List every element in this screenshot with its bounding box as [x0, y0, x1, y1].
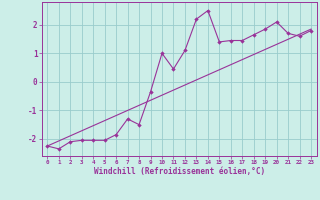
Point: [285, 32, 291, 35]
Point: [79, 139, 84, 142]
Point: [159, 52, 164, 55]
Point: [194, 18, 199, 21]
Point: [228, 39, 233, 42]
Point: [297, 35, 302, 38]
Point: [114, 133, 119, 136]
Point: [45, 144, 50, 148]
Point: [68, 140, 73, 143]
Point: [125, 117, 130, 121]
Point: [182, 49, 188, 52]
Point: [308, 29, 314, 32]
Point: [240, 39, 245, 42]
Point: [171, 67, 176, 71]
Point: [263, 27, 268, 31]
Point: [205, 9, 211, 12]
X-axis label: Windchill (Refroidissement éolien,°C): Windchill (Refroidissement éolien,°C): [94, 167, 265, 176]
Point: [217, 40, 222, 44]
Point: [137, 123, 142, 126]
Point: [56, 147, 61, 150]
Point: [148, 90, 153, 93]
Point: [251, 33, 256, 36]
Point: [274, 20, 279, 24]
Point: [102, 139, 107, 142]
Point: [91, 139, 96, 142]
